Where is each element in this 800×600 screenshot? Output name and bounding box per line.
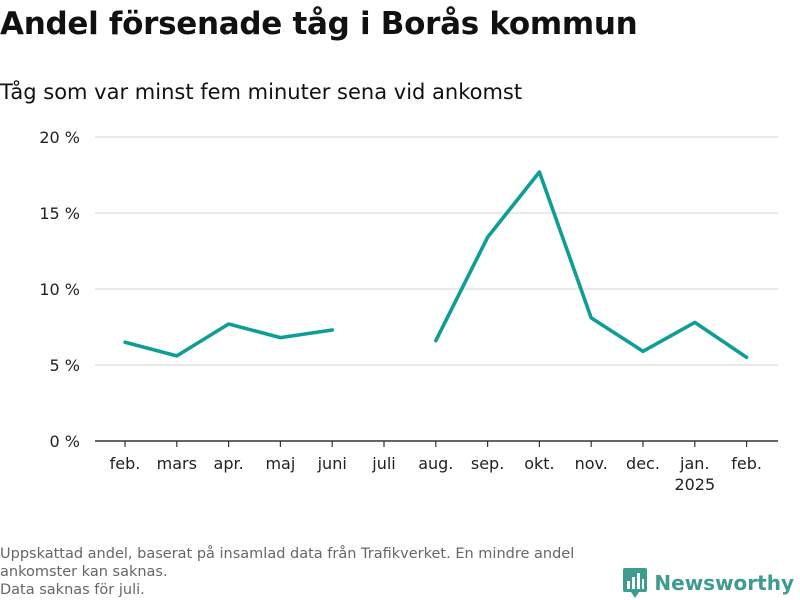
- y-tick-label: 20 %: [39, 128, 80, 147]
- x-tick-label: nov.: [575, 454, 608, 473]
- line-chart: 0 % 5 % 10 % 15 % 20 % feb. mars apr. maj juni ju…: [39, 128, 778, 494]
- x-tick-sublabel: 2025: [674, 475, 715, 494]
- chart-subtitle: Tåg som var minst fem minuter sena vid a…: [0, 80, 523, 104]
- y-tick-label: 10 %: [39, 280, 80, 299]
- x-tick-label: juni: [317, 454, 347, 473]
- chart-title: Andel försenade tåg i Borås kommun: [0, 6, 638, 42]
- footnote-source: Uppskattad andel, baserat på insamlad da…: [0, 546, 575, 580]
- brand: Newsworthy: [623, 568, 794, 598]
- x-tick-label: aug.: [418, 454, 453, 473]
- x-tick-label: okt.: [524, 454, 554, 473]
- footnote: Uppskattad andel, baserat på insamlad da…: [0, 545, 630, 599]
- x-tick-label: dec.: [626, 454, 660, 473]
- y-tick-label: 15 %: [39, 204, 80, 223]
- x-tick-label: mars: [157, 454, 197, 473]
- y-tick-label: 0 %: [50, 432, 80, 451]
- series-line-segment: [123, 322, 334, 358]
- y-axis: 0 % 5 % 10 % 15 % 20 %: [39, 128, 80, 451]
- series-lines: [123, 170, 749, 360]
- y-tick-label: 5 %: [50, 356, 80, 375]
- x-tick-label: jan.: [679, 454, 709, 473]
- x-tick-label: feb.: [110, 454, 141, 473]
- x-tick-label: sep.: [471, 454, 504, 473]
- brand-name: Newsworthy: [654, 571, 794, 595]
- x-tick-label: juli: [371, 454, 395, 473]
- gridlines: [95, 136, 778, 366]
- newsworthy-logo-icon: [623, 568, 648, 598]
- x-tick-label: feb.: [731, 454, 762, 473]
- footnote-missing-data: Data saknas för juli.: [0, 582, 145, 598]
- x-axis: feb. mars apr. maj juni juli aug. sep. okt. nov. d…: [95, 440, 778, 494]
- x-tick-label: apr.: [214, 454, 244, 473]
- series-line-segment: [434, 170, 749, 360]
- x-tick-label: maj: [265, 454, 295, 473]
